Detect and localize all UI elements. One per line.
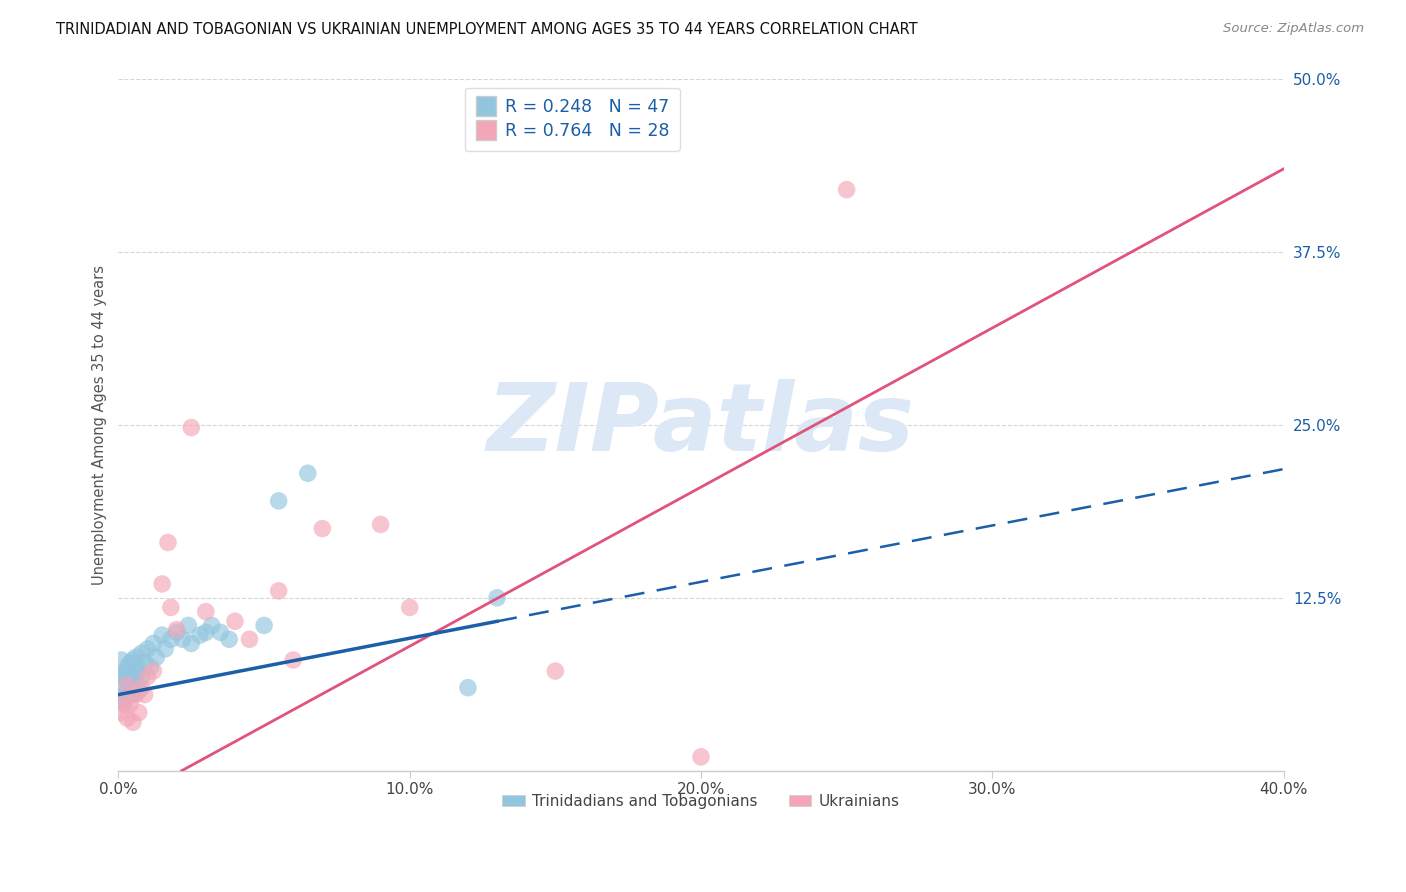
Point (131, 681, 153, 695)
Point (125, 650, 148, 665)
Y-axis label: Unemployment Among Ages 35 to 44 years: Unemployment Among Ages 35 to 44 years (93, 265, 107, 585)
Text: Source: ZipAtlas.com: Source: ZipAtlas.com (1223, 22, 1364, 36)
Point (112, 666, 135, 681)
Point (311, 522, 333, 536)
Point (115, 711, 138, 725)
Point (134, 656, 156, 670)
Point (131, 670, 153, 684)
Point (115, 673, 138, 688)
Point (267, 583, 290, 598)
Point (120, 688, 142, 702)
Point (122, 678, 145, 692)
Point (112, 694, 135, 708)
Point (128, 664, 150, 678)
Point (180, 420, 202, 434)
Point (139, 660, 162, 674)
Point (194, 605, 217, 619)
Text: TRINIDADIAN AND TOBAGONIAN VS UKRAINIAN UNEMPLOYMENT AMONG AGES 35 TO 44 YEARS C: TRINIDADIAN AND TOBAGONIAN VS UKRAINIAN … (56, 22, 918, 37)
Point (122, 653, 145, 667)
Point (544, 664, 567, 678)
Point (398, 600, 420, 615)
Point (136, 670, 159, 684)
Point (156, 535, 179, 549)
Point (209, 625, 232, 640)
Text: ZIPatlas: ZIPatlas (486, 379, 915, 471)
Point (142, 636, 165, 650)
Point (166, 625, 188, 640)
Point (122, 715, 145, 730)
Point (112, 698, 135, 712)
Point (253, 618, 276, 632)
Point (283, 653, 305, 667)
Point (160, 600, 183, 615)
Point (128, 706, 150, 720)
Point (128, 683, 150, 698)
Point (145, 650, 167, 665)
Point (120, 656, 142, 670)
Point (125, 673, 148, 688)
Point (690, 749, 713, 764)
Point (134, 688, 156, 702)
Point (120, 698, 142, 712)
Point (115, 678, 138, 692)
Point (160, 632, 183, 647)
Point (115, 660, 138, 674)
Point (370, 517, 392, 532)
Point (131, 646, 153, 660)
Point (112, 688, 135, 702)
Point (122, 670, 145, 684)
Point (110, 694, 132, 708)
Point (110, 653, 132, 667)
Point (835, 183, 858, 197)
Point (110, 670, 132, 684)
Point (115, 664, 138, 678)
Point (486, 591, 509, 605)
Point (172, 632, 194, 647)
Point (125, 688, 148, 702)
Point (166, 623, 188, 637)
Point (112, 678, 135, 692)
Point (120, 681, 142, 695)
Point (142, 664, 165, 678)
Point (122, 688, 145, 702)
Point (110, 706, 132, 720)
Point (180, 636, 202, 650)
Point (194, 625, 217, 640)
Point (150, 577, 173, 591)
Point (457, 681, 479, 695)
Point (238, 632, 260, 647)
Point (218, 632, 240, 647)
Point (201, 618, 224, 632)
Point (153, 642, 176, 657)
Point (150, 628, 173, 642)
Point (177, 618, 200, 632)
Point (297, 467, 319, 481)
Point (267, 494, 290, 508)
Point (115, 683, 138, 698)
Point (125, 660, 148, 674)
Legend: Trinidadians and Tobagonians, Ukrainians: Trinidadians and Tobagonians, Ukrainians (496, 788, 907, 815)
Point (136, 642, 159, 657)
Point (188, 628, 211, 642)
Point (224, 614, 246, 628)
